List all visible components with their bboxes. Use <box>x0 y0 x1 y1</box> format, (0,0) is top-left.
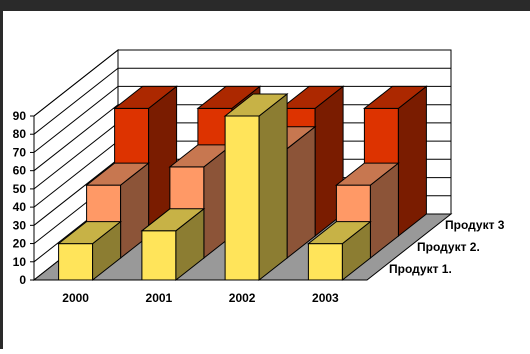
y-tick-label: 70 <box>13 145 27 159</box>
x-tick-label: 2000 <box>62 291 89 305</box>
bar-top-1-2001 <box>140 208 206 232</box>
bar-side-2-2002 <box>286 125 316 260</box>
bar-top-3-2002 <box>279 85 345 109</box>
bar-1-2003 <box>307 243 343 281</box>
gridline <box>33 49 451 117</box>
bar-top-3-2001 <box>196 85 262 109</box>
x-tick-label: 2002 <box>229 291 256 305</box>
bar-top-2-2000 <box>85 162 151 186</box>
y-tick-label: 80 <box>13 127 27 141</box>
series-label-3: Продукт 3 <box>445 218 505 232</box>
bar-top-1-2003 <box>306 221 372 245</box>
bar-top-2-2003 <box>334 162 400 186</box>
top-backdrop <box>0 0 530 11</box>
gridline <box>33 67 451 135</box>
y-tick-label: 60 <box>13 164 27 178</box>
y-tick-label: 0 <box>19 273 26 287</box>
bar-top-3-2003 <box>362 85 428 109</box>
x-tick-label: 2001 <box>146 291 173 305</box>
y-tick-label: 90 <box>13 109 27 123</box>
left-edge <box>0 0 3 349</box>
bar-top-1-2000 <box>57 221 123 245</box>
y-tick-label: 20 <box>13 237 27 251</box>
series-label-2: Продукт 2. <box>417 240 480 254</box>
series-label-1: Продукт 1. <box>389 262 452 276</box>
y-tick-label: 10 <box>13 255 27 269</box>
bar-side-1-2002 <box>258 92 288 282</box>
x-tick-label: 2003 <box>312 291 339 305</box>
bar-1-2000 <box>58 243 94 281</box>
bar-1-2002 <box>224 115 260 281</box>
bar-1-2001 <box>141 230 177 281</box>
y-tick-label: 30 <box>13 218 27 232</box>
y-tick-label: 40 <box>13 200 27 214</box>
bar-side-3-2003 <box>397 85 427 238</box>
bar-top-3-2000 <box>113 85 179 109</box>
y-tick-label: 50 <box>13 182 27 196</box>
bar-top-1-2002 <box>223 93 289 117</box>
